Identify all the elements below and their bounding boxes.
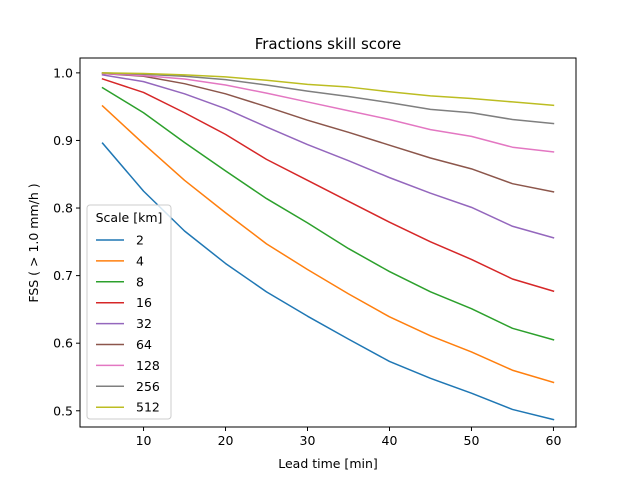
legend-label-4: 4	[136, 253, 144, 268]
y-tick-label: 0.5	[53, 403, 73, 418]
plot-frame	[79, 57, 577, 428]
x-tick-label: 50	[464, 433, 480, 448]
legend-label-256: 256	[136, 379, 160, 394]
y-tick-label: 0.6	[53, 336, 73, 351]
chart-title: Fractions skill score	[255, 35, 402, 53]
series-line-256	[101, 72, 555, 125]
legend-title: Scale [km]	[96, 210, 163, 225]
x-axis-label: Lead time [min]	[278, 456, 378, 471]
series-lines	[101, 72, 555, 421]
series-line-64	[101, 72, 555, 193]
series-line-512	[101, 72, 555, 107]
y-axis: 0.5 0.6 0.7 0.8 0.9 1.0	[53, 65, 80, 418]
x-tick-label: 60	[546, 433, 562, 448]
series-line-4	[101, 104, 555, 384]
x-tick-label: 40	[382, 433, 398, 448]
y-tick-label: 1.0	[53, 65, 73, 80]
series-line-8	[101, 86, 555, 341]
legend-entries: 2 4 8 16 32 64 128 256 512	[96, 233, 160, 415]
y-axis-label: FSS ( > 1.0 mm/h )	[26, 183, 41, 302]
x-axis: 10 20 30 40 50 60	[136, 427, 562, 448]
series-line-2	[101, 142, 555, 421]
legend-label-512: 512	[136, 400, 160, 415]
y-tick-label: 0.8	[53, 201, 73, 216]
y-tick-label: 0.7	[53, 268, 73, 283]
y-tick-label: 0.9	[53, 133, 73, 148]
legend-label-32: 32	[136, 316, 152, 331]
legend-label-64: 64	[136, 337, 152, 352]
x-tick-label: 30	[300, 433, 316, 448]
series-line-32	[101, 74, 555, 239]
legend: Scale [km] 2 4 8 16 32 64 128 256 512	[86, 204, 172, 420]
x-tick-label: 10	[136, 433, 152, 448]
legend-label-128: 128	[136, 358, 160, 373]
x-tick-label: 20	[218, 433, 234, 448]
legend-label-2: 2	[136, 233, 144, 248]
legend-label-16: 16	[136, 295, 152, 310]
series-line-128	[101, 72, 555, 153]
series-line-16	[101, 78, 555, 293]
legend-label-8: 8	[136, 274, 144, 289]
